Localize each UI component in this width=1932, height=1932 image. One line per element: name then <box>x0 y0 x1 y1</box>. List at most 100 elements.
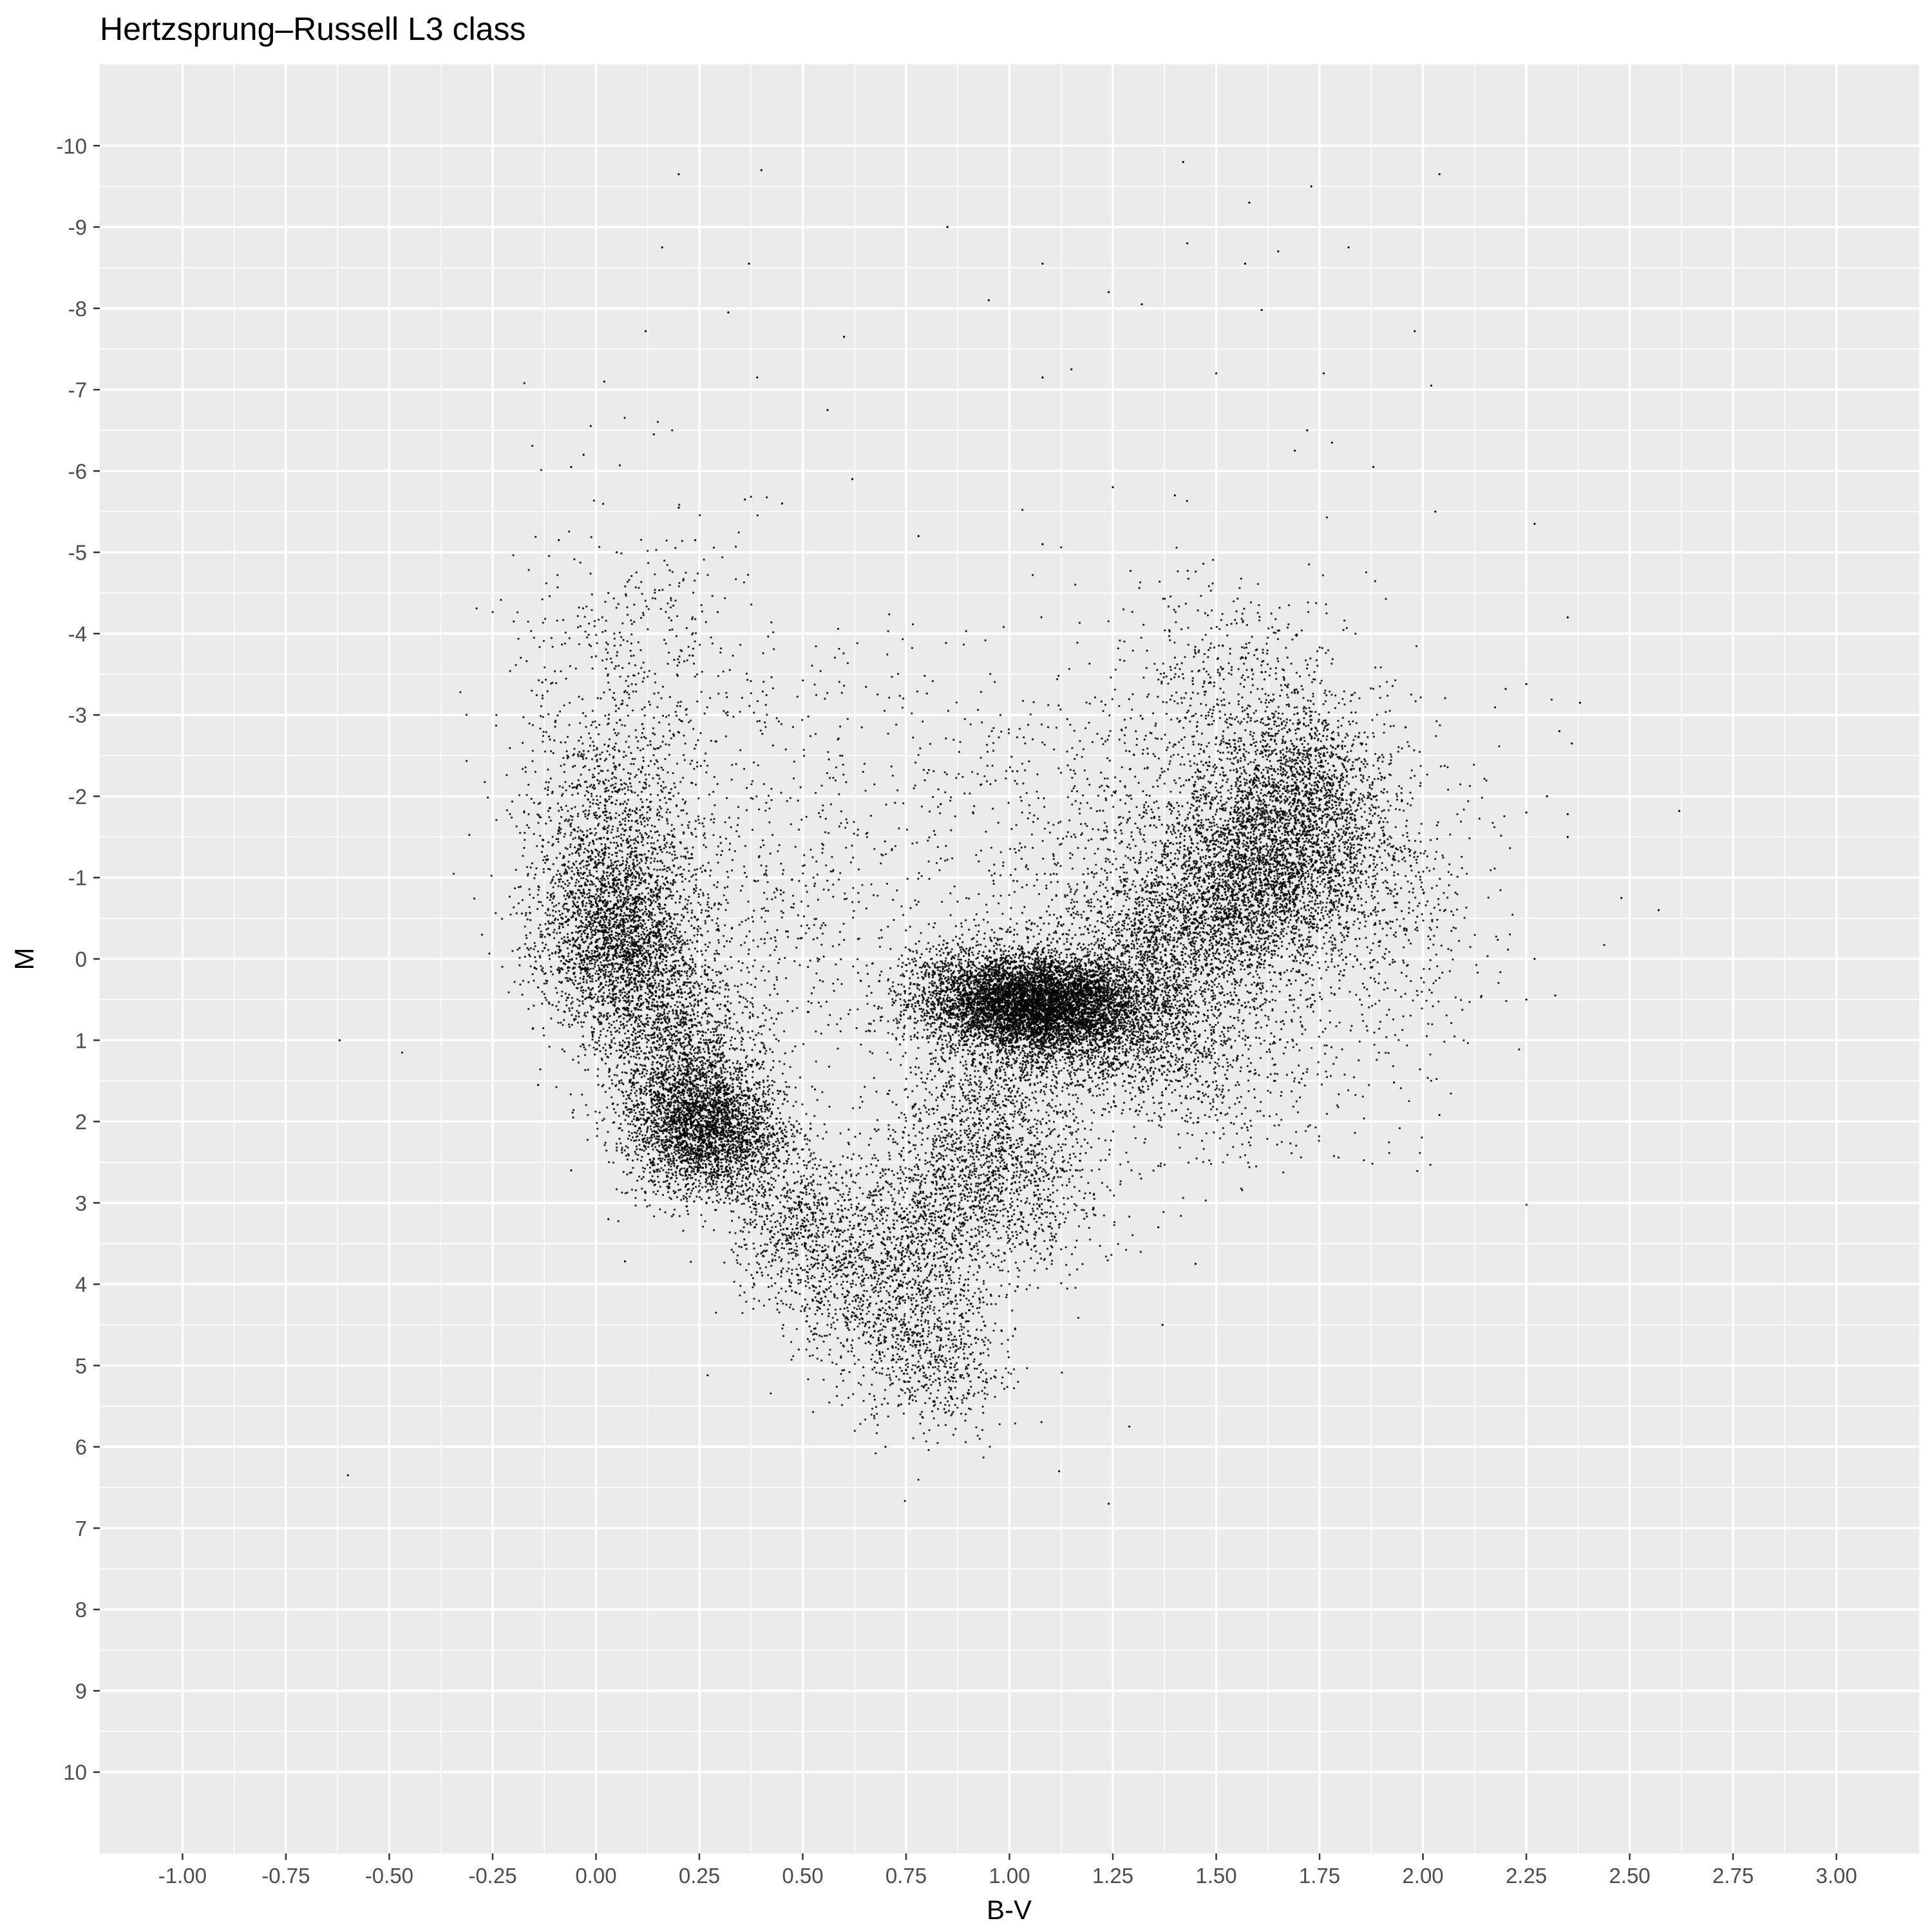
data-point <box>1039 940 1043 943</box>
data-point <box>1056 1066 1058 1069</box>
data-point <box>1036 998 1038 1000</box>
data-point <box>1065 1007 1067 1009</box>
data-point <box>1067 989 1070 991</box>
data-point <box>984 945 987 948</box>
data-point <box>964 1027 967 1029</box>
data-point <box>981 978 984 981</box>
data-point <box>947 961 949 964</box>
data-point <box>1084 947 1086 949</box>
data-point <box>973 1004 976 1007</box>
data-point <box>1141 990 1143 993</box>
data-point <box>1016 947 1019 950</box>
data-point <box>1059 1011 1062 1014</box>
data-point <box>976 1026 978 1028</box>
data-point <box>942 965 944 968</box>
data-point <box>1044 1003 1046 1007</box>
data-point <box>925 1024 927 1027</box>
data-point <box>1089 974 1092 976</box>
data-point <box>1122 960 1124 963</box>
data-point <box>1566 813 1569 815</box>
data-point <box>1012 1029 1014 1032</box>
data-point <box>948 1041 951 1043</box>
data-point <box>1070 368 1073 371</box>
data-point <box>1001 961 1004 964</box>
data-point <box>911 1005 913 1008</box>
data-point <box>954 1051 956 1054</box>
data-point <box>967 1053 970 1056</box>
data-point <box>939 984 942 987</box>
data-point <box>1127 1019 1130 1022</box>
data-point <box>973 993 976 996</box>
data-point <box>922 963 925 966</box>
data-point <box>912 973 914 976</box>
data-point <box>990 1018 992 1021</box>
data-point <box>1057 1035 1061 1037</box>
data-point <box>982 967 985 969</box>
data-point <box>1057 1070 1061 1073</box>
data-point <box>1131 1065 1133 1068</box>
data-point <box>1120 994 1123 997</box>
data-point <box>1063 1001 1065 1004</box>
data-point <box>1057 1470 1061 1473</box>
data-point <box>1060 1025 1063 1028</box>
data-point <box>1194 992 1197 996</box>
data-point <box>1121 1014 1123 1016</box>
data-point <box>1108 960 1110 963</box>
data-point <box>971 1043 974 1045</box>
data-point <box>1128 965 1131 968</box>
data-point <box>582 453 585 456</box>
data-point <box>1067 1040 1070 1043</box>
data-point <box>1041 984 1043 987</box>
data-point <box>1019 993 1022 996</box>
data-point <box>1074 1039 1077 1041</box>
data-point <box>999 1037 1001 1039</box>
data-point <box>1005 990 1008 992</box>
data-point <box>966 966 969 969</box>
data-point <box>1052 1056 1055 1058</box>
data-point <box>1021 1074 1023 1076</box>
data-point <box>913 1027 916 1030</box>
data-point <box>1029 979 1032 981</box>
data-point <box>1053 950 1056 952</box>
data-point <box>917 1046 920 1049</box>
data-point <box>972 947 974 949</box>
data-point <box>1060 1013 1063 1016</box>
data-point <box>933 1018 936 1021</box>
data-point <box>1072 1004 1075 1007</box>
data-point <box>964 960 967 962</box>
data-point <box>1079 960 1082 963</box>
data-point <box>1084 1055 1086 1057</box>
data-point <box>1117 987 1121 989</box>
data-point <box>1034 1043 1037 1046</box>
data-point <box>1142 1032 1144 1035</box>
data-point <box>1086 1040 1088 1043</box>
data-point <box>748 262 750 265</box>
data-point <box>1131 1025 1133 1027</box>
data-point <box>1120 989 1122 991</box>
data-point <box>1306 429 1309 431</box>
data-point <box>1014 1027 1016 1030</box>
data-point <box>976 983 978 986</box>
data-point <box>927 996 930 999</box>
data-point <box>1155 1037 1158 1040</box>
data-point <box>1068 971 1070 973</box>
data-point <box>1194 1262 1197 1265</box>
data-point <box>940 1012 942 1014</box>
data-point <box>1133 1007 1135 1010</box>
data-points <box>338 160 1681 1505</box>
data-point <box>623 1260 627 1263</box>
data-point <box>1005 1039 1007 1042</box>
data-point <box>1037 1010 1040 1012</box>
data-point <box>1028 957 1030 960</box>
data-point <box>1072 1008 1074 1010</box>
data-point <box>1104 971 1107 974</box>
data-point <box>1092 987 1094 989</box>
data-point <box>989 1012 991 1015</box>
data-point <box>1533 958 1536 960</box>
data-point <box>1193 1034 1197 1037</box>
data-point <box>1430 384 1432 387</box>
data-point <box>1112 969 1115 972</box>
data-point <box>1566 836 1569 838</box>
data-point <box>1016 1028 1018 1031</box>
data-point <box>1097 1052 1100 1054</box>
